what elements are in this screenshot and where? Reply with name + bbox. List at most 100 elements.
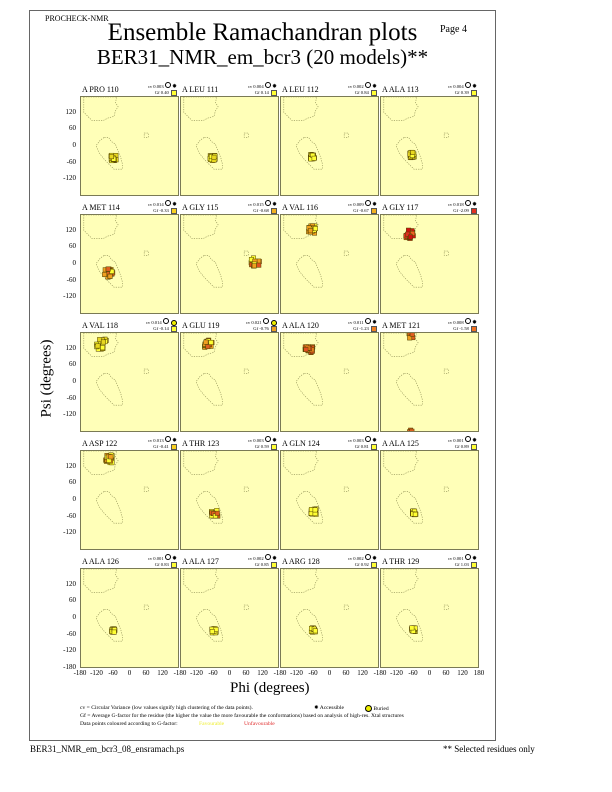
data-point [205, 344, 211, 350]
x-tick-label: -120 [290, 669, 303, 677]
gf-colour-swatch [371, 208, 377, 214]
data-point [109, 154, 114, 160]
cv-value: cv 0.002 [347, 84, 364, 89]
y-tick-label: 60 [69, 360, 76, 369]
accessible-icon: ✸ [371, 556, 377, 562]
panel-plot [183, 569, 249, 642]
cv-value: cv 0.003 [247, 438, 264, 443]
allowed-region-outline [283, 569, 319, 593]
x-tick-label: 60 [142, 669, 150, 677]
allowed-region-outline [183, 333, 219, 357]
data-point [311, 155, 317, 161]
allowed-region-outline [243, 604, 249, 610]
cv-value: cv 0.013 [147, 438, 164, 443]
panel-residue-label: A GLY 115 [182, 203, 219, 212]
allowed-region-outline [183, 97, 219, 121]
gf-colour-swatch [271, 208, 277, 214]
panel-stats: cv 0.003 ✸ Gf 0.40 [120, 82, 177, 96]
footer-note: ** Selected residues only [443, 744, 535, 754]
cv-value: cv 0.003 [347, 438, 364, 443]
allowed-region-outline [143, 368, 149, 374]
panel-plot [383, 451, 449, 524]
cv-value: cv 0.004 [247, 84, 264, 89]
clock-icon [264, 554, 271, 560]
allowed-region-outline [383, 569, 419, 593]
data-point [412, 511, 418, 517]
allowed-region-outline [395, 490, 423, 524]
panel-residue-label: A GLN 124 [282, 439, 320, 448]
data-point [100, 345, 106, 351]
panel-plot [83, 333, 149, 406]
allowed-region-outline [183, 451, 219, 475]
data-point [410, 431, 414, 432]
allowed-region-outline [443, 486, 449, 492]
clock-icon [264, 200, 271, 206]
ramachandran-panel [380, 96, 479, 196]
y-tick-label: 60 [69, 596, 76, 605]
ramachandran-panel [80, 96, 179, 196]
data-point [111, 629, 117, 635]
allowed-region-outline [143, 604, 149, 610]
x-tick-label: -120 [90, 669, 103, 677]
x-tick-label: 0 [327, 669, 332, 677]
gf-value: Gf 0.59 [254, 444, 269, 450]
data-point [107, 273, 113, 279]
panel-stats: cv 0.013 ✸ Gf -0.41 [120, 436, 177, 450]
page-title: Ensemble Ramachandran plots [107, 19, 418, 46]
panel-stats: cv 0.001 ✸ Gf 1.03 [420, 554, 477, 568]
panel-plot [383, 215, 449, 288]
clock-icon [164, 554, 171, 560]
clock-icon [364, 200, 371, 206]
data-point [303, 347, 309, 352]
gf-value: Gf 0.14 [254, 90, 269, 96]
gf-value: Gf 1.03 [454, 562, 469, 568]
panel-plot [183, 97, 249, 170]
y-tick-label: -120 [63, 410, 76, 419]
ramachandran-panel [380, 450, 479, 550]
allowed-region-outline [383, 97, 419, 121]
panel-stats: cv 0.003 ✸ Gf 0.59 [220, 436, 277, 450]
panel-stats: cv 0.008 ✸ Gf -1.58 [420, 318, 477, 332]
allowed-region-outline [443, 250, 449, 256]
allowed-region-outline [143, 132, 149, 138]
panel-stats: cv 0.002 ✸ Gf 0.85 [220, 554, 277, 568]
ramachandran-panel [280, 450, 379, 550]
ramachandran-panel [180, 96, 279, 196]
panel-plot [283, 451, 349, 524]
gf-value: Gf 0.84 [354, 90, 369, 96]
panel-residue-label: A PRO 110 [82, 85, 119, 94]
data-point [108, 454, 114, 460]
accessible-icon: ✸ [314, 705, 319, 711]
x-tick-label: -180 [373, 669, 387, 677]
panel-plot [383, 97, 449, 170]
panel-residue-label: A LEU 112 [282, 85, 319, 94]
gf-colour-swatch [171, 562, 177, 568]
gf-colour-swatch [471, 326, 477, 332]
data-point [407, 431, 411, 432]
data-point [308, 228, 313, 234]
ramachandran-panel [380, 214, 479, 314]
allowed-region-outline [243, 132, 249, 138]
x-tick-label: 0 [227, 669, 232, 677]
x-tick-label: 120 [257, 669, 268, 677]
y-tick-label: 60 [69, 478, 76, 487]
panel-residue-label: A ARG 128 [282, 557, 320, 566]
allowed-region-outline [383, 333, 419, 357]
data-point [211, 154, 217, 160]
data-point [312, 226, 318, 232]
panel-stats: cv 0.003 ✸ Gf 0.81 [320, 436, 377, 450]
data-point [409, 428, 415, 431]
ramachandran-panel [380, 332, 479, 432]
clock-icon [464, 436, 471, 442]
gf-colour-swatch [471, 444, 477, 450]
panel-stats: cv 0.009 ✸ Gf -0.67 [320, 200, 377, 214]
y-tick-label: 0 [72, 495, 77, 503]
panel-plot [283, 97, 349, 170]
panel-stats: cv 0.001 ✸ Gf 0.83 [120, 554, 177, 568]
x-tick-label: -180 [73, 669, 87, 677]
accessible-icon: ✸ [471, 556, 477, 562]
y-tick-label: -120 [63, 174, 76, 183]
ramachandran-panel [180, 568, 279, 668]
clock-icon [464, 200, 471, 206]
allowed-region-outline [95, 490, 123, 524]
